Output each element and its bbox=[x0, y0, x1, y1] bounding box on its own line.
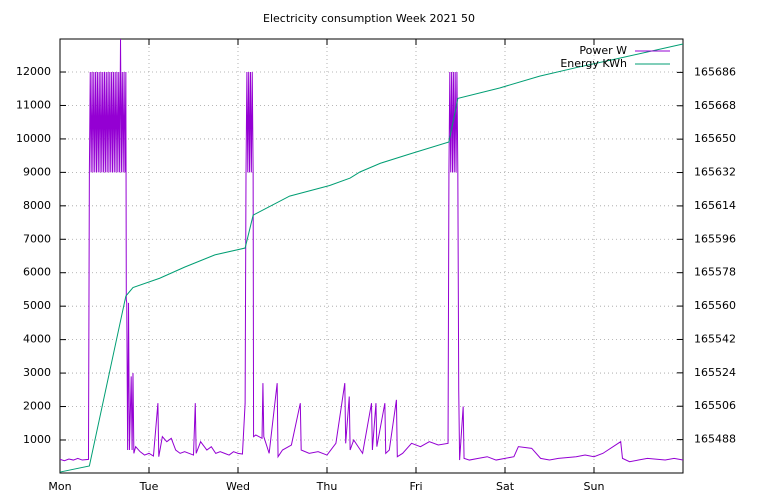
plot-border bbox=[59, 38, 684, 474]
y2-tick-label: 165668 bbox=[694, 99, 736, 112]
x-tick-label: Thu bbox=[316, 480, 338, 493]
y-tick-label: 7000 bbox=[23, 232, 51, 245]
y2-tick-label: 165686 bbox=[694, 65, 736, 78]
series-line bbox=[59, 43, 684, 473]
x-tick-label: Mon bbox=[48, 480, 71, 493]
x-tick-label: Sun bbox=[584, 480, 605, 493]
y-tick-label: 6000 bbox=[23, 266, 51, 279]
chart-title: Electricity consumption Week 2021 50 bbox=[263, 12, 475, 25]
y-tick-label: 9000 bbox=[23, 165, 51, 178]
y2-tick-label: 165632 bbox=[694, 166, 736, 179]
x-tick-label: Sat bbox=[496, 480, 515, 493]
y-tick-label: 8000 bbox=[23, 199, 51, 212]
legend-label: Energy KWh bbox=[560, 57, 627, 70]
y2-tick-label: 165596 bbox=[694, 232, 736, 245]
y2-tick-label: 165650 bbox=[694, 132, 736, 145]
y2-tick-label: 165488 bbox=[694, 433, 736, 446]
y-tick-label: 10000 bbox=[16, 132, 51, 145]
legend-label: Power W bbox=[579, 44, 627, 57]
x-tick-label: Wed bbox=[226, 480, 250, 493]
y2-tick-label: 165524 bbox=[694, 366, 736, 379]
x-tick-label: Fri bbox=[409, 480, 422, 493]
y2-tick-label: 165542 bbox=[694, 332, 736, 345]
y2-tick-label: 165560 bbox=[694, 299, 736, 312]
x-tick-label: Tue bbox=[139, 480, 159, 493]
y-tick-label: 3000 bbox=[23, 366, 51, 379]
y2-tick-label: 165578 bbox=[694, 266, 736, 279]
y2-tick-label: 165506 bbox=[694, 399, 736, 412]
y-tick-label: 1000 bbox=[23, 433, 51, 446]
y-tick-label: 2000 bbox=[23, 400, 51, 413]
y-tick-label: 4000 bbox=[23, 333, 51, 346]
y-tick-label: 11000 bbox=[16, 98, 51, 111]
y-tick-label: 5000 bbox=[23, 299, 51, 312]
y-tick-label: 12000 bbox=[16, 65, 51, 78]
series-line bbox=[59, 38, 684, 463]
y2-tick-label: 165614 bbox=[694, 199, 736, 212]
